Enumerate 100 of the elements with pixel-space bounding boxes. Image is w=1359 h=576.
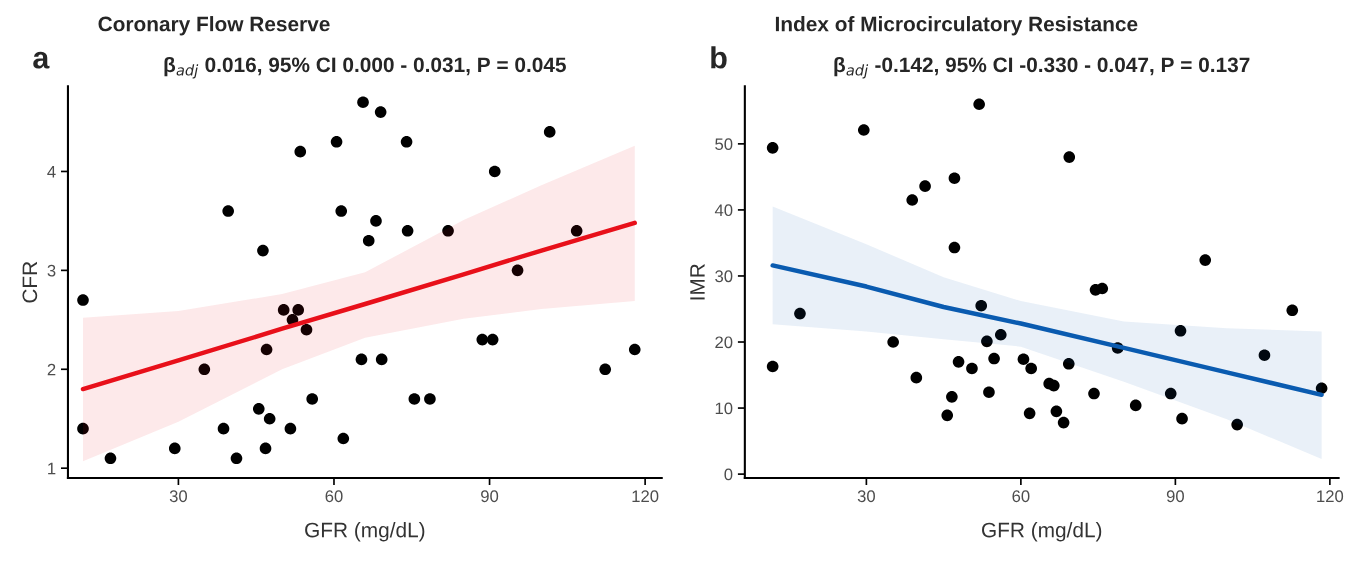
point — [257, 244, 269, 257]
point — [306, 393, 319, 405]
point — [981, 335, 993, 348]
y-tick-label: 50 — [715, 138, 733, 151]
point — [983, 386, 995, 399]
point — [259, 442, 272, 455]
point — [222, 205, 234, 217]
point — [263, 412, 276, 425]
x-tick-label: 60 — [325, 490, 343, 503]
point — [77, 422, 89, 435]
point — [1176, 412, 1188, 425]
point — [948, 172, 961, 185]
point — [975, 299, 988, 312]
point — [910, 371, 923, 384]
point — [1062, 358, 1075, 370]
point — [1174, 324, 1187, 337]
y-tick-label: 4 — [47, 166, 56, 178]
point — [1129, 399, 1142, 412]
x-tick-label: 120 — [1317, 490, 1344, 503]
y-tick-label: 0 — [724, 468, 733, 481]
point — [401, 225, 414, 237]
point — [994, 328, 1007, 341]
point — [599, 363, 611, 376]
point — [1199, 254, 1212, 266]
x-tick-label: 120 — [632, 490, 659, 503]
point — [966, 362, 978, 375]
point — [294, 145, 307, 158]
chart-title: Coronary Flow Reserve — [98, 16, 330, 36]
point — [424, 393, 436, 405]
point — [1063, 151, 1076, 163]
point — [357, 96, 369, 109]
point — [1017, 353, 1030, 365]
point — [1286, 304, 1299, 317]
point — [1231, 418, 1243, 431]
point — [284, 422, 297, 435]
y-axis-title: IMR — [690, 264, 705, 300]
point — [337, 432, 350, 445]
y-tick-label: 3 — [47, 264, 56, 277]
point — [1050, 405, 1063, 418]
point — [362, 234, 375, 247]
point — [1164, 387, 1177, 400]
x-tick-label: 30 — [857, 490, 875, 503]
point — [217, 422, 230, 435]
point — [370, 215, 382, 227]
y-tick-label: 30 — [715, 270, 733, 283]
line-series — [80, 220, 637, 392]
point — [1048, 379, 1060, 392]
chart-subtitle: β$_{adj}$ 0.016, 95% CI 0.000 - 0.031, P = 0.045 — [164, 56, 566, 79]
point — [1315, 382, 1328, 395]
chart-title: Index of Microcirculatory Resistance — [775, 16, 1138, 36]
point — [511, 264, 524, 277]
point — [988, 352, 1000, 365]
point — [766, 142, 779, 154]
x-tick-label: 60 — [1012, 490, 1030, 503]
point — [355, 353, 368, 366]
point — [1096, 282, 1109, 295]
point — [252, 403, 265, 415]
point — [543, 126, 556, 138]
y-tick-label: 20 — [715, 336, 733, 349]
point — [408, 393, 421, 405]
point — [973, 98, 985, 111]
point — [887, 336, 899, 348]
point — [948, 241, 961, 254]
point — [374, 106, 387, 118]
text: b — [711, 46, 727, 69]
point — [330, 135, 343, 148]
y-tick-label: 1 — [48, 462, 56, 475]
point — [104, 452, 117, 465]
point — [488, 165, 501, 178]
point — [952, 356, 965, 368]
point — [442, 225, 454, 237]
point — [260, 343, 273, 356]
point — [476, 333, 489, 346]
point — [400, 135, 413, 148]
point — [794, 307, 806, 320]
x-axis-title: GFR (mg/dL) — [305, 522, 425, 542]
point — [941, 409, 954, 422]
x-tick-label: 90 — [1166, 490, 1184, 503]
chart-subtitle: β$_{adj}$ -0.142, 95% CI -0.330 - 0.047, P = 0.137 — [834, 56, 1250, 79]
point — [168, 442, 181, 455]
point — [230, 452, 243, 465]
point — [858, 124, 870, 136]
y-tick-label: 10 — [715, 402, 733, 415]
x-tick-label: 30 — [169, 490, 188, 503]
point — [570, 225, 583, 237]
point — [919, 180, 931, 192]
x-tick-label: 90 — [481, 490, 499, 503]
point — [1023, 407, 1036, 420]
point — [1025, 362, 1037, 375]
point — [486, 333, 499, 346]
point — [628, 343, 641, 356]
point — [277, 304, 290, 316]
point — [1057, 416, 1070, 429]
point — [375, 353, 388, 366]
point — [1088, 387, 1100, 400]
point — [300, 323, 313, 336]
text: a — [33, 51, 50, 69]
point — [292, 304, 305, 316]
point — [946, 391, 958, 403]
x-axis-title: GFR (mg/dL) — [982, 522, 1102, 542]
